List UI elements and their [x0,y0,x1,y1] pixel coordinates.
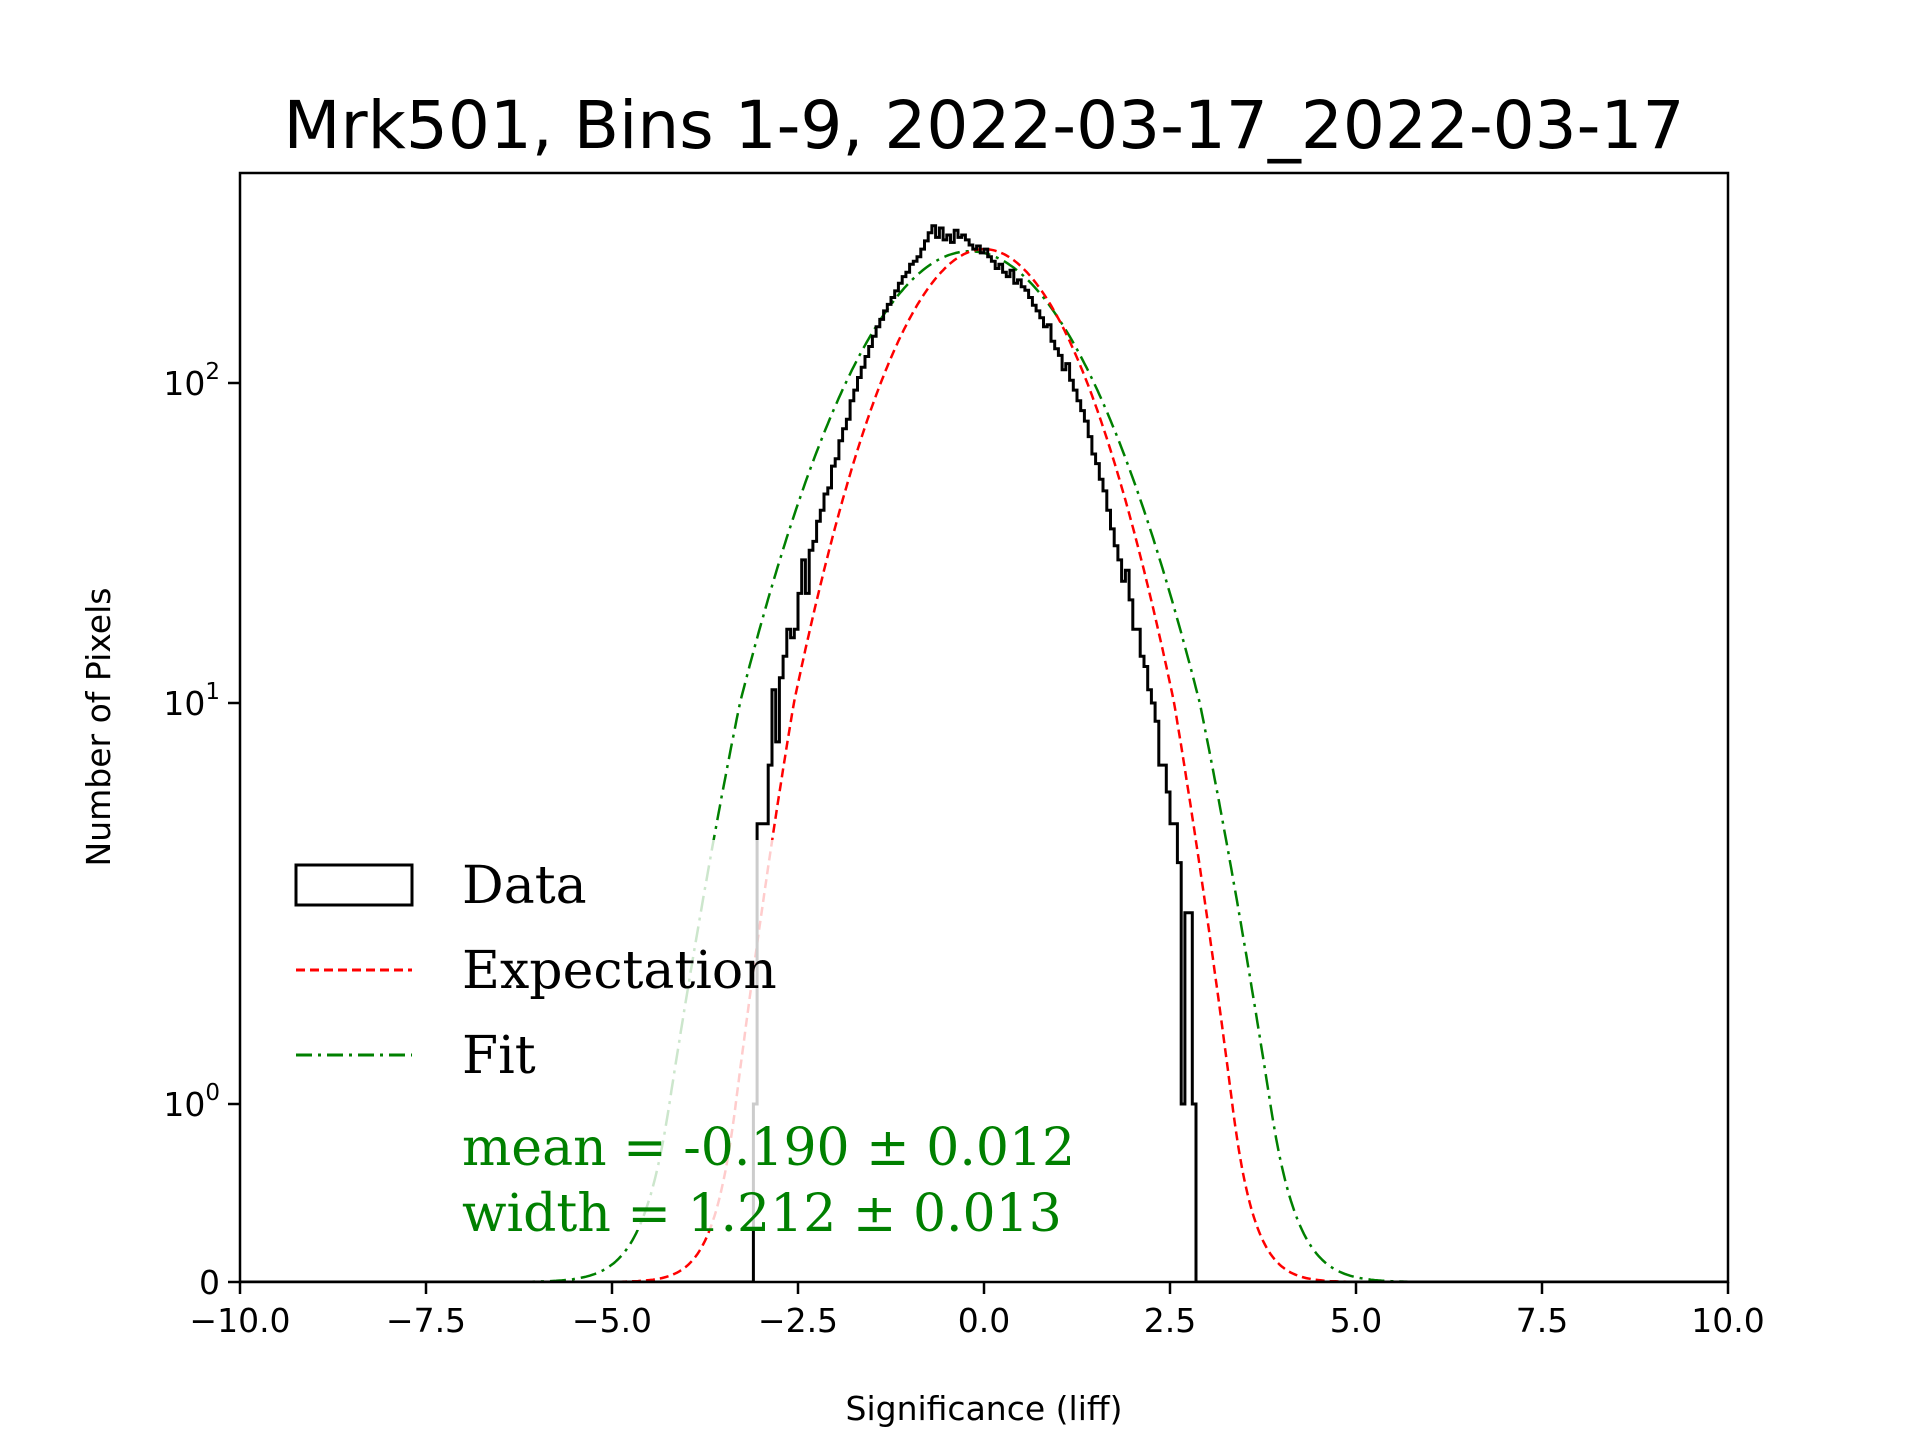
histogram-bin [1099,479,1103,1282]
histogram-bin [1122,581,1126,1282]
legend-label: Fit [462,1026,536,1086]
histogram-bin [1159,765,1163,1282]
legend: Data Expectation Fit [270,840,830,1230]
histogram-bin [1092,454,1096,1282]
x-tick-label: 10.0 [1691,1301,1764,1340]
histogram-bin [1114,546,1118,1282]
histogram-bin [1140,656,1144,1282]
chart-title: Mrk501, Bins 1-9, 2022-03-17_2022-03-17 [284,87,1685,164]
histogram-bin [1185,913,1189,1282]
histogram-bin [1148,690,1152,1282]
histogram-bin [1081,411,1085,1282]
y-axis: 0 100 101 102 [163,359,240,1302]
legend-label: Expectation [462,941,777,1001]
x-tick-label: 0.0 [958,1301,1010,1340]
histogram-bin [1174,824,1178,1282]
histogram-bin [1177,863,1181,1282]
x-tick-label: 7.5 [1516,1301,1568,1340]
histogram-bin [1181,1104,1185,1282]
histogram-bin [1166,792,1170,1282]
x-axis: −10.0 −7.5 −5.0 −2.5 0.0 2.5 5.0 7.5 10.0 [189,1282,1765,1340]
y-axis-label: Number of Pixels [79,588,118,867]
histogram-bin [1118,560,1122,1282]
x-tick-label: −7.5 [386,1301,466,1340]
x-axis-label: Significance (liff) [846,1389,1123,1428]
histogram-bin [1088,437,1092,1282]
x-tick-label: −5.0 [572,1301,652,1340]
data-histogram [240,224,1728,1282]
y-tick-label: 100 [163,1080,220,1124]
histogram-bin [1133,629,1137,1282]
x-tick-label: 5.0 [1330,1301,1382,1340]
x-tick-label: −2.5 [758,1301,838,1340]
x-tick-label: 2.5 [1144,1301,1196,1340]
legend-swatch-data [294,863,414,907]
plot-area [240,224,1728,1282]
histogram-bin [1144,667,1148,1282]
histogram-bin [1107,510,1111,1282]
histogram-bin [1125,570,1129,1282]
histogram-bin [1170,824,1174,1282]
y-tick-label: 0 [199,1263,220,1302]
histogram-bin [1077,401,1081,1282]
histogram-bin [1129,600,1133,1282]
histogram-bin [1192,1104,1196,1282]
histogram-bin [1163,765,1167,1282]
legend-label: Data [462,856,587,916]
histogram-bin [1110,529,1114,1282]
histogram-bin [1096,464,1100,1282]
fit-width-annotation: width = 1.212 ± 0.013 [462,1184,1062,1244]
x-tick-label: −10.0 [189,1301,290,1340]
y-tick-label: 101 [163,679,220,723]
histogram-bin [1137,629,1141,1282]
histogram-bin [1151,703,1155,1282]
histogram-bin [1189,913,1193,1282]
histogram-bin [1155,721,1159,1282]
y-tick-label: 102 [163,359,220,403]
histogram-bin [1084,421,1088,1282]
fit-mean-annotation: mean = -0.190 ± 0.012 [462,1118,1075,1178]
histogram-bin [1103,491,1107,1282]
